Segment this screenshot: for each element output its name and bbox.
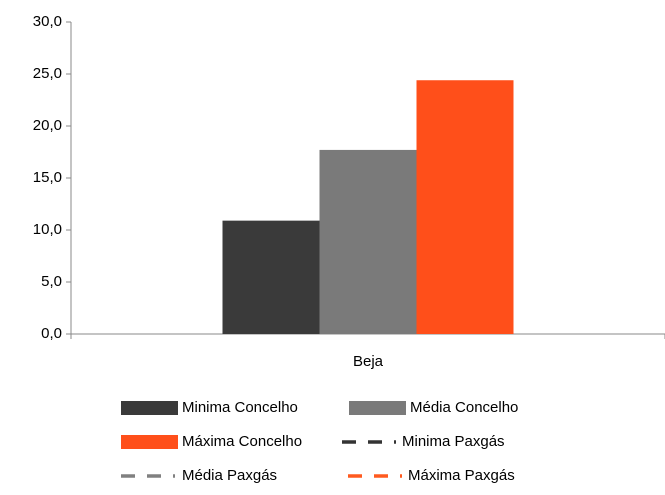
bar [222, 220, 320, 334]
y-tick-label: 0,0 [41, 325, 62, 342]
legend-label: Média Concelho [410, 399, 518, 416]
legend-label: Minima Paxgás [402, 433, 505, 450]
legend-label: Máxima Concelho [182, 433, 302, 450]
bar [416, 80, 514, 335]
legend-swatch [121, 401, 178, 415]
y-tick-label: 10,0 [33, 221, 62, 238]
bar [319, 149, 417, 334]
y-tick-label: 5,0 [41, 273, 62, 290]
legend-label: Minima Concelho [182, 399, 298, 416]
y-tick-label: 20,0 [33, 117, 62, 134]
x-tick-label: Beja [353, 353, 384, 370]
legend-label: Média Paxgás [182, 467, 277, 484]
y-tick-label: 15,0 [33, 169, 62, 186]
legend-label: Máxima Paxgás [408, 467, 515, 484]
y-tick-label: 25,0 [33, 65, 62, 82]
legend-swatch [121, 435, 178, 449]
legend-swatch [349, 401, 406, 415]
y-tick-label: 30,0 [33, 13, 62, 30]
